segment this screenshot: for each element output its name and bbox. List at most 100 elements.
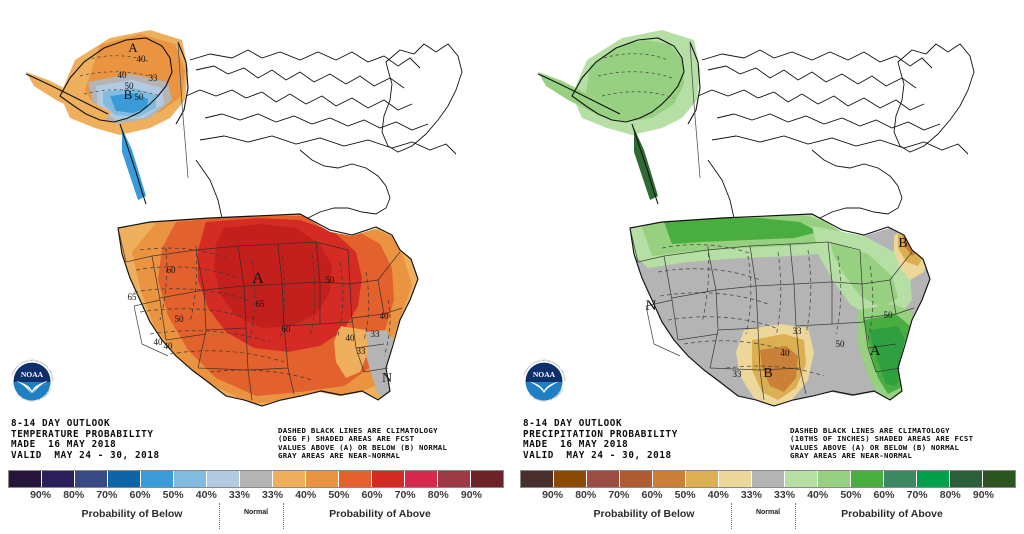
colorbar-swatch-2[interactable] xyxy=(587,471,620,487)
colorbar-swatch-6[interactable] xyxy=(719,471,752,487)
map-label-sw-40: 40 xyxy=(154,337,164,347)
colorbar-swatch-10[interactable] xyxy=(339,471,372,487)
state-borders xyxy=(629,227,915,401)
label-probability-above: Probability of Above xyxy=(329,508,431,520)
colorbar-swatch-14[interactable] xyxy=(983,471,1015,487)
map-label-sw-40b: 40 xyxy=(164,341,174,351)
colorbar-swatch-13[interactable] xyxy=(438,471,471,487)
colorbar-tick-2: 70% xyxy=(608,489,630,501)
colorbar-swatch-7[interactable] xyxy=(240,471,273,487)
colorbar-swatch-12[interactable] xyxy=(917,471,950,487)
colorbar-tick-7: 33% xyxy=(774,489,796,501)
temperature-colorbar-labels: Probability of Below Normal Probability … xyxy=(8,508,504,526)
colorbar-tick-0: 90% xyxy=(542,489,564,501)
climatology-contours xyxy=(657,244,874,377)
colorbar-tick-1: 80% xyxy=(63,489,85,501)
colorbar-swatch-11[interactable] xyxy=(372,471,405,487)
disclaimer-line-2: (10THS OF INCHES) SHADED AREAS ARE FCST xyxy=(790,434,974,444)
map-label-se-33: 33 xyxy=(371,329,381,339)
map-label-nw-60: 60 xyxy=(167,265,177,275)
caption-line-4: VALID MAY 24 - 30, 2018 xyxy=(11,449,160,461)
colorbar-swatch-1[interactable] xyxy=(554,471,587,487)
colorbar-tick-1: 80% xyxy=(575,489,597,501)
colorbar-swatch-13[interactable] xyxy=(950,471,983,487)
colorbar-tick-11: 70% xyxy=(906,489,928,501)
alaska-coastline xyxy=(25,37,189,205)
map-label-tx-40: 40 xyxy=(781,348,791,358)
caption-line-3: MADE 16 MAY 2018 xyxy=(523,439,629,451)
colorbar-swatch-8[interactable] xyxy=(273,471,306,487)
alaska-coastline xyxy=(537,37,701,205)
temperature-colorbar-ticks: 90% 80% 70% 60% 50% 40% 33% 33% 40% 50% 60% 70% 80% 9… xyxy=(8,489,504,503)
colorbar-swatch-10[interactable] xyxy=(851,471,884,487)
map-label-florida-near-normal: N xyxy=(382,371,392,386)
colorbar-swatch-9[interactable] xyxy=(818,471,851,487)
map-label-northeast-below: B xyxy=(898,236,907,251)
normal-divider-right xyxy=(283,503,284,529)
caption-line-1: 8-14 DAY OUTLOOK xyxy=(11,418,111,429)
colorbar-tick-8: 40% xyxy=(807,489,829,501)
colorbar-tick-3: 60% xyxy=(129,489,151,501)
normal-divider-left xyxy=(731,503,732,529)
precipitation-colorbar-ticks: 90% 80% 70% 60% 50% 40% 33% 33% 40% 50% 60% 70% 80% 9… xyxy=(520,489,1016,503)
disclaimer-line-4: GRAY AREAS ARE NEAR-NORMAL xyxy=(790,450,913,460)
colorbar-tick-6: 33% xyxy=(228,489,250,501)
colorbar-swatch-6[interactable] xyxy=(207,471,240,487)
colorbar-tick-11: 70% xyxy=(394,489,416,501)
map-label-alaska-33: 33 xyxy=(149,73,159,83)
temperature-disclaimer: DASHED BLACK LINES ARE CLIMATOLOGY (DEG … xyxy=(278,426,513,460)
colorbar-tick-4: 50% xyxy=(674,489,696,501)
map-label-alaska-50: 50 xyxy=(125,81,135,91)
colorbar-swatch-11[interactable] xyxy=(884,471,917,487)
colorbar-swatch-12[interactable] xyxy=(405,471,438,487)
colorbar-tick-13: 90% xyxy=(972,489,994,501)
disclaimer-line-3: VALUES ABOVE (A) OR BELOW (B) NORMAL xyxy=(278,442,448,452)
disclaimer-line-3: VALUES ABOVE (A) OR BELOW (B) NORMAL xyxy=(790,442,960,452)
label-probability-below: Probability of Below xyxy=(593,508,695,520)
disclaimer-line-4: GRAY AREAS ARE NEAR-NORMAL xyxy=(278,450,401,460)
map-label-se-50b: 50 xyxy=(836,339,846,349)
map-label-alaska-40b: 40 xyxy=(118,70,128,80)
disclaimer-line-1: DASHED BLACK LINES ARE CLIMATOLOGY xyxy=(790,426,950,435)
colorbar-tick-9: 50% xyxy=(840,489,862,501)
conus-temp-shading xyxy=(118,214,418,406)
map-label-se-33b: 33 xyxy=(357,346,367,356)
noaa-logo: NOAA NATIONAL OCEANIC AND ATMOSPHERIC AD… xyxy=(517,353,570,407)
conus-coastline xyxy=(629,213,931,407)
colorbar-swatch-5[interactable] xyxy=(174,471,207,487)
tick-pad xyxy=(520,489,536,503)
alaska-climatology xyxy=(79,55,161,97)
colorbar-swatch-14[interactable] xyxy=(471,471,503,487)
map-label-plains-65: 65 xyxy=(256,299,266,309)
colorbar-swatch-2[interactable] xyxy=(75,471,108,487)
colorbar-tick-10: 60% xyxy=(873,489,895,501)
temperature-map[interactable]: A 40 40 33 50 B 50 A 65 60 50 40 40 65 60 50 40 40 33 33 N xyxy=(0,0,512,420)
temperature-colorbar[interactable] xyxy=(8,470,504,488)
caption-line-1: 8-14 DAY OUTLOOK xyxy=(523,418,623,429)
label-normal: Normal xyxy=(755,509,781,516)
precipitation-colorbar-labels: Probability of Below Normal Probability … xyxy=(520,508,1016,526)
colorbar-swatch-9[interactable] xyxy=(306,471,339,487)
colorbar-swatch-4[interactable] xyxy=(141,471,174,487)
colorbar-swatch-8[interactable] xyxy=(785,471,818,487)
map-label-alaska-above: A xyxy=(128,40,138,55)
colorbar-swatch-5[interactable] xyxy=(686,471,719,487)
colorbar-swatch-0[interactable] xyxy=(521,471,554,487)
precipitation-map[interactable]: A40A40334033NB334033A5050B xyxy=(512,0,1024,420)
colorbar-swatch-3[interactable] xyxy=(620,471,653,487)
colorbar-swatch-3[interactable] xyxy=(108,471,141,487)
colorbar-swatch-4[interactable] xyxy=(653,471,686,487)
label-probability-below: Probability of Below xyxy=(81,508,183,520)
colorbar-swatch-7[interactable] xyxy=(752,471,785,487)
tick-pad xyxy=(488,489,504,503)
colorbar-swatch-1[interactable] xyxy=(42,471,75,487)
noaa-logo: NOAA NATIONAL OCEANIC AND ATMOSPHERIC AD… xyxy=(5,353,58,407)
colorbar-tick-4: 50% xyxy=(162,489,184,501)
canada-outline xyxy=(185,43,463,223)
colorbar-tick-6: 33% xyxy=(740,489,762,501)
colorbar-tick-5: 40% xyxy=(195,489,217,501)
disclaimer-line-2: (DEG F) SHADED AREAS ARE FCST xyxy=(278,434,415,444)
colorbar-swatch-0[interactable] xyxy=(9,471,42,487)
precipitation-colorbar[interactable] xyxy=(520,470,1016,488)
